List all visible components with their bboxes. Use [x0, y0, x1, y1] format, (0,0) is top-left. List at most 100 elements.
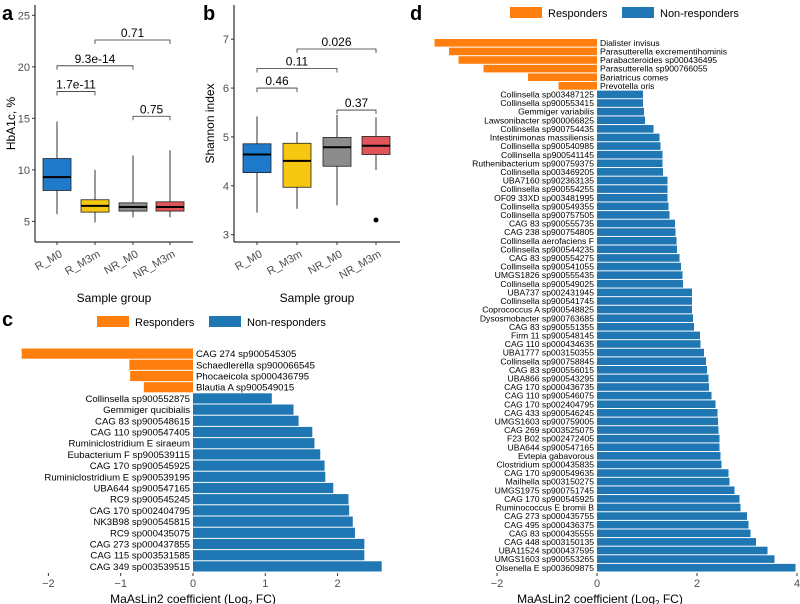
- bar-label: CAG 349 sp003539515: [90, 562, 190, 573]
- y-tick-label: 10: [18, 165, 30, 177]
- bar: [597, 245, 677, 254]
- legend-swatch-responders: [510, 7, 542, 18]
- bar-label: CAG 110 sp900546075: [505, 391, 594, 401]
- bar: [597, 116, 645, 125]
- comparison-bracket: [256, 87, 298, 93]
- bar: [21, 348, 193, 359]
- comparison-bracket: [256, 68, 338, 73]
- bar: [193, 550, 365, 561]
- bar: [597, 322, 694, 331]
- bar-label: CAG 170 sp900545925: [90, 461, 190, 472]
- bar: [597, 529, 751, 538]
- y-axis-label: Shannon index: [203, 83, 217, 163]
- bar: [193, 415, 299, 426]
- bar-label: CAG 269 sp003525075: [504, 425, 594, 435]
- bar-label: UMGS1603 sp900553265: [495, 554, 595, 564]
- bar-label: CAG 170 sp000436735: [504, 382, 594, 392]
- bar-label: CAG 238 sp900754805: [504, 227, 594, 237]
- bar: [483, 64, 597, 73]
- x-tick-label: R_M0: [233, 248, 264, 273]
- x-tick-label: R_M3m: [63, 248, 102, 278]
- comparison-bracket: [56, 65, 134, 70]
- x-axis-label-subscript: 2: [248, 599, 253, 604]
- bar-label: CAG 83 sp000435555: [509, 528, 594, 538]
- bar: [597, 185, 668, 193]
- bar: [193, 404, 294, 415]
- x-axis-label: Sample group: [280, 291, 355, 305]
- bar: [597, 176, 668, 185]
- bar: [597, 348, 704, 357]
- x-tick-label: NR_M3m: [337, 248, 383, 282]
- bar-label: UBA11524 sp000437595: [499, 546, 595, 556]
- bar-label: Ruminiclostridium E sp900539195: [44, 472, 190, 483]
- bar: [434, 39, 597, 47]
- bar: [597, 495, 740, 503]
- bar: [597, 477, 730, 486]
- bar-label: CAG 83 sp900551355: [509, 322, 594, 332]
- bar: [597, 443, 720, 452]
- x-axis-label-subscript: 2: [655, 599, 660, 604]
- bar: [597, 503, 741, 512]
- bar: [597, 99, 643, 107]
- panel-letter-a: a: [2, 3, 14, 25]
- bar: [193, 426, 313, 438]
- p-value-label: 0.71: [121, 26, 145, 40]
- x-tick-label: 2: [335, 578, 341, 590]
- bar: [558, 82, 597, 90]
- bar: [597, 193, 668, 202]
- bar-label: Collinsella aerofaciens F: [500, 236, 594, 246]
- y-tick-label: 25: [18, 10, 30, 22]
- bar: [597, 340, 701, 348]
- bar-label: Collinsella sp900554255: [500, 184, 594, 194]
- bar-label: CAG 170 sp002404795: [504, 399, 594, 409]
- bar: [143, 382, 193, 393]
- x-axis-label: MaAsLin2 coefficient (Log2 FC): [110, 592, 276, 604]
- bar-label: Collinsella sp900549355: [500, 201, 594, 211]
- bar-label: CAG 433 sp900546245: [504, 408, 594, 418]
- y-tick-label: 6: [223, 83, 229, 95]
- bar-label: Dysosmobacter sp900763685: [480, 313, 594, 323]
- panel-d-barchart: Responders Non-responders Dialister invisu…: [434, 7, 800, 604]
- bar: [597, 383, 709, 391]
- panel-c-barchart: Responders Non-responders CAG 274 sp900545…: [21, 316, 382, 604]
- bar: [597, 159, 663, 168]
- bar: [193, 449, 321, 460]
- bar-label: Gemmiger qucibialis: [103, 405, 190, 416]
- bar: [597, 142, 661, 150]
- bar: [597, 271, 683, 279]
- bar-label: UMGS1975 sp900751745: [495, 485, 595, 495]
- y-axis-label: HbA1c, %: [4, 96, 18, 150]
- bar-label: UMGS1603 sp900759005: [495, 417, 595, 427]
- bar: [193, 494, 349, 505]
- x-tick-label: −2: [42, 578, 55, 590]
- bar-label: Schaedlerella sp900066545: [196, 360, 315, 371]
- bar-label: Prevotella oris: [600, 81, 654, 91]
- bar-label: Parabacteroides sp000436495: [600, 55, 717, 65]
- outlier-point: [373, 217, 379, 223]
- bar-label: Firm 11 sp900548145: [511, 330, 594, 340]
- bar-label: Collinsella sp900540985: [500, 141, 594, 151]
- bar: [597, 305, 692, 314]
- legend-swatch-non_responders: [622, 7, 654, 18]
- bar: [449, 47, 597, 56]
- p-value-label: 0.11: [286, 55, 309, 69]
- comparison-bracket: [56, 91, 96, 96]
- bar-label: CAG 495 sp000436375: [504, 520, 594, 530]
- bar-label: Blautia A sp900549015: [196, 383, 294, 394]
- bar: [597, 469, 729, 477]
- bar-label: Evtepia gabavorous: [518, 451, 594, 461]
- bar: [597, 520, 749, 529]
- bar-label: Collinsella sp900549025: [500, 279, 594, 289]
- bar: [597, 236, 677, 245]
- x-axis-label-end: FC): [659, 592, 682, 604]
- bar: [597, 374, 709, 383]
- bar-label: Parasutterella sp900766055: [600, 64, 708, 74]
- x-axis-label-main: MaAsLin2 coefficient (Log: [110, 592, 248, 604]
- bar-label: Coprococcus A sp900548825: [482, 305, 594, 315]
- legend-swatch-responders: [97, 316, 129, 327]
- bar: [193, 538, 365, 550]
- bar: [193, 438, 315, 449]
- bar: [597, 452, 721, 460]
- p-value-label: 0.37: [345, 96, 369, 110]
- x-tick-label: −1: [114, 578, 127, 590]
